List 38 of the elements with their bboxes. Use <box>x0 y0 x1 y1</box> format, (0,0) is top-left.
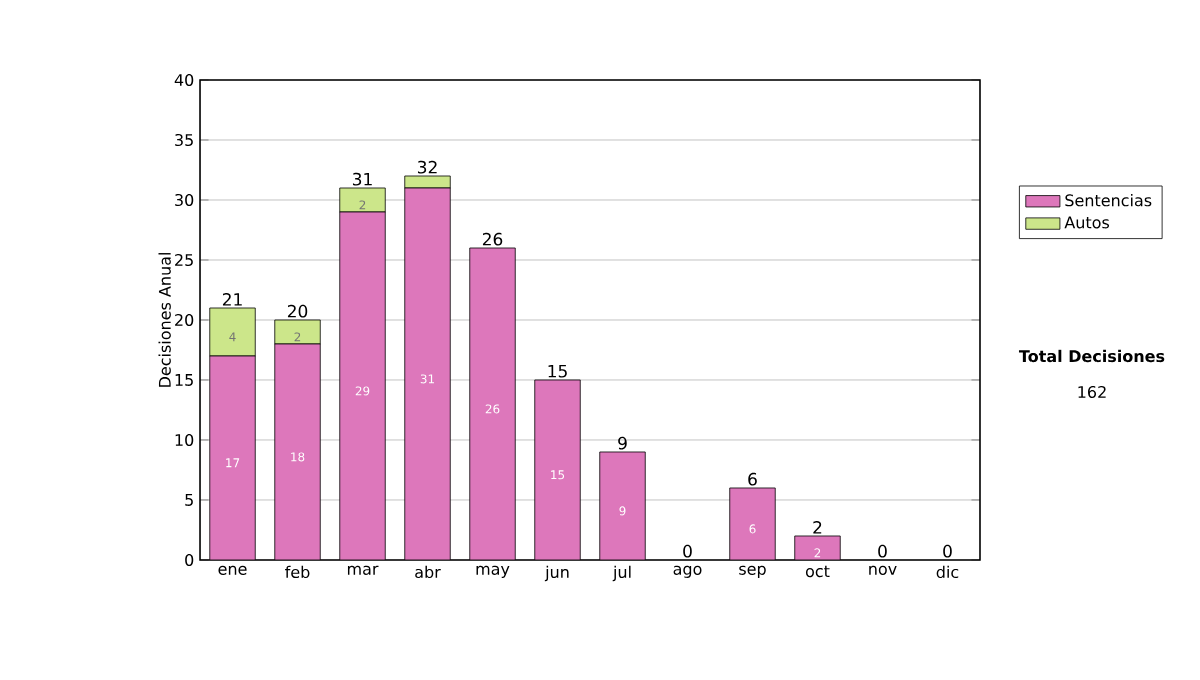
x-tick-label: sep <box>739 565 766 578</box>
total-label: 0 <box>943 544 952 558</box>
y-tick-label: 35 <box>175 133 193 147</box>
x-tick-label: may <box>476 565 510 578</box>
y-tick-label: 40 <box>174 73 194 87</box>
x-tick-label: jun <box>544 565 569 582</box>
legend-label: Autos <box>1064 216 1110 229</box>
y-tick-label: 20 <box>175 313 194 327</box>
total-label: 32 <box>417 160 437 174</box>
text: 162 <box>1078 385 1106 399</box>
total-label: 0 <box>683 544 692 558</box>
total-label: 21 <box>222 292 242 306</box>
y-tick-label: 15 <box>175 374 193 386</box>
total-label: 20 <box>287 304 308 318</box>
x-tick-label: dic <box>936 565 959 579</box>
x-tick-label: abr <box>415 565 441 579</box>
x-tick-label: mar <box>347 565 379 575</box>
x-tick-label: ene <box>218 565 247 575</box>
text: Total Decisiones <box>1018 349 1165 363</box>
total-label: 0 <box>878 544 887 558</box>
total-label: 26 <box>482 232 503 246</box>
y-tick-label: 30 <box>175 193 194 207</box>
y-axis-title: Decisiones Anual <box>158 253 171 387</box>
total-label: 15 <box>548 364 567 378</box>
y-tick-label: 0 <box>185 553 194 567</box>
y-tick-label: 5 <box>185 494 193 506</box>
x-tick-label: nov <box>869 565 897 575</box>
x-tick-label: feb <box>285 565 310 579</box>
total-label: 6 <box>748 472 757 486</box>
x-tick-label: oct <box>805 565 830 578</box>
y-tick-label: 25 <box>175 253 193 267</box>
total-label: 31 <box>352 172 372 186</box>
x-tick-label: jul <box>612 565 631 582</box>
legend-label: Sentencias <box>1065 194 1152 207</box>
total-label: 9 <box>618 436 627 450</box>
y-tick-label: 10 <box>175 433 194 447</box>
x-tick-label: ago <box>673 565 702 578</box>
total-label: 2 <box>813 520 822 534</box>
